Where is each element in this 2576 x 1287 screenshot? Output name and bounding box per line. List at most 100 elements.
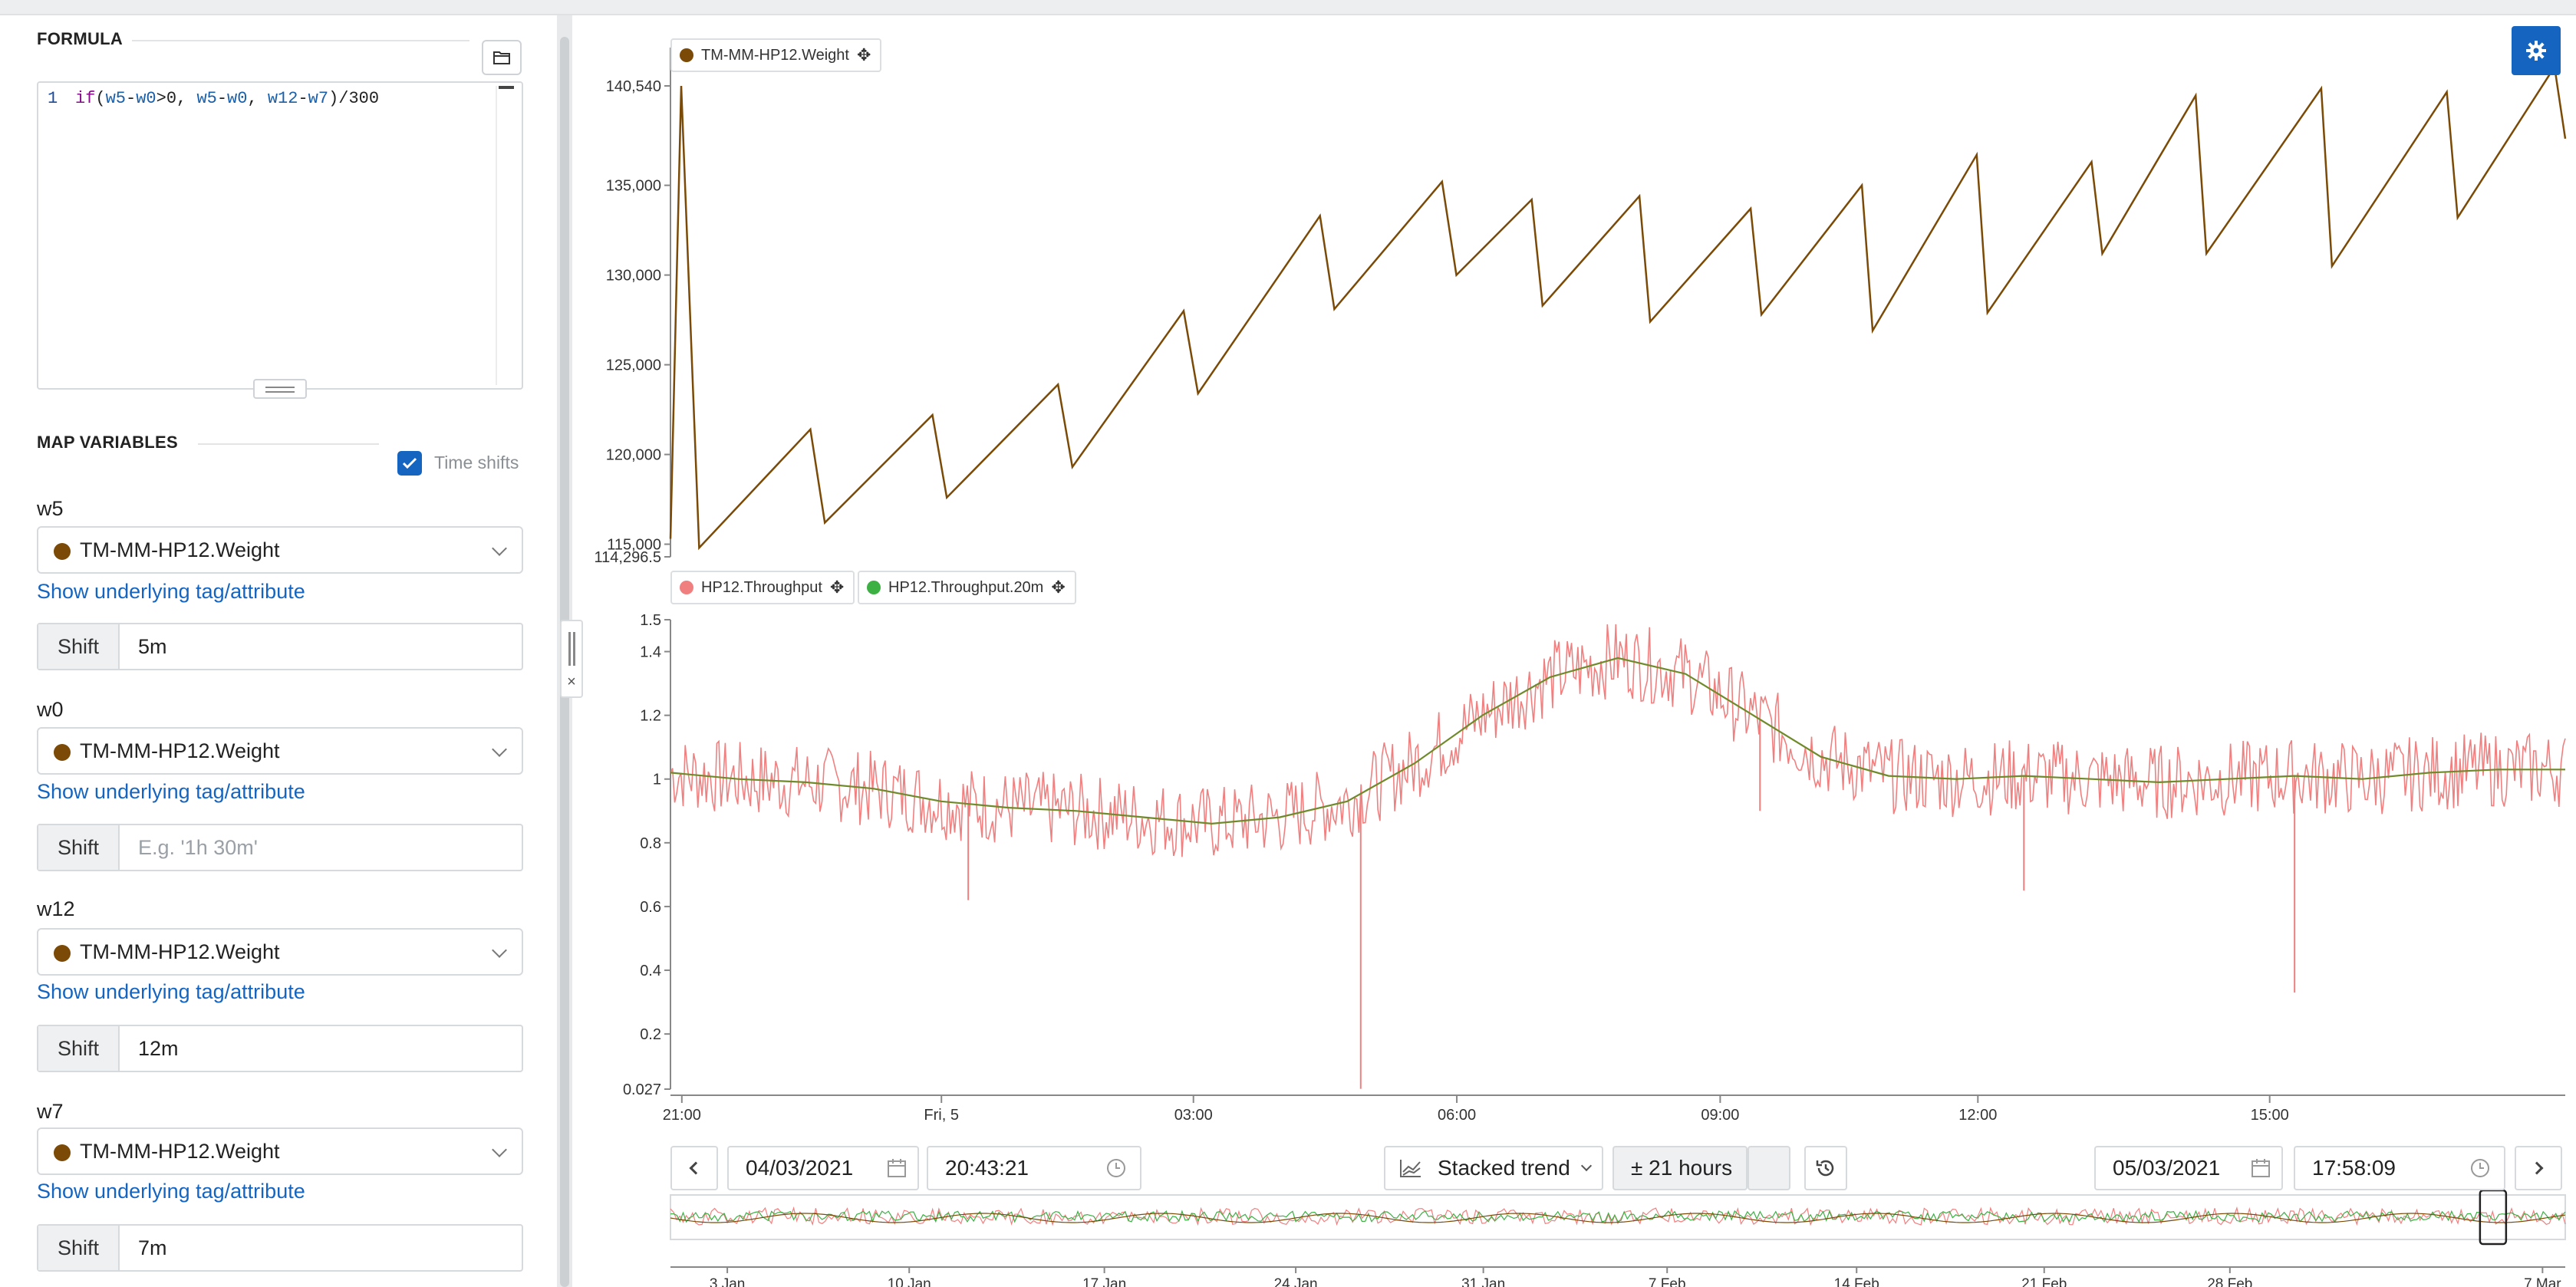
variable-label-w12: w12 [37, 897, 75, 920]
variable-select-w7[interactable]: TM-MM-HP12.Weight [37, 1127, 523, 1175]
variable-select-w12[interactable]: TM-MM-HP12.Weight [37, 928, 523, 976]
time-x-tick-label: 12:00 [1958, 1107, 1997, 1124]
formula-code[interactable]: if(w5-w0>0, w5-w0, w12-w7)/300 [75, 89, 379, 108]
previous-range-button[interactable] [670, 1146, 718, 1190]
chevron-down-icon [1580, 1160, 1592, 1172]
overview-x-tick-label: 7 Feb [1649, 1276, 1686, 1287]
throughput-y-tick-label: 1.2 [640, 708, 661, 725]
range-value: ± 21 hours [1631, 1156, 1733, 1180]
overview-x-tick-label: 24 Jan [1274, 1276, 1318, 1287]
code-token: )/300 [328, 89, 380, 108]
formula-editor[interactable]: 1 if(w5-w0>0, w5-w0, w12-w7)/300 [37, 81, 523, 390]
series-color-dot [54, 744, 71, 761]
time-x-tick-label: 09:00 [1701, 1107, 1739, 1124]
throughput-y-tick-label: 0.4 [640, 963, 661, 979]
next-range-button[interactable] [2515, 1146, 2562, 1190]
load-formula-button[interactable] [482, 40, 522, 75]
series-color-dot [54, 1144, 71, 1161]
throughput-y-tick-label: 1.4 [640, 644, 661, 661]
end-time-field[interactable]: 17:58:09 [2294, 1146, 2505, 1190]
end-date-value[interactable]: 05/03/2021 [2113, 1156, 2221, 1180]
overview-x-tick-label: 21 Feb [2021, 1276, 2067, 1287]
series-color-dot [680, 581, 693, 594]
start-time-value[interactable]: 20:43:21 [945, 1156, 1029, 1180]
overview-weight-line [670, 1213, 2566, 1223]
shift-field-w12[interactable]: Shift 12m [37, 1025, 523, 1072]
code-token: w5 [196, 89, 217, 108]
move-icon[interactable]: ✥ [1051, 578, 1066, 597]
calendar-icon[interactable] [2251, 1158, 2271, 1178]
gear-icon [2526, 41, 2546, 61]
legend-throughput[interactable]: HP12.Throughput ✥ [670, 571, 855, 604]
code-token: - [216, 89, 228, 108]
chevron-right-icon [2530, 1161, 2544, 1175]
calendar-icon[interactable] [887, 1158, 907, 1178]
editor-resize-handle[interactable] [253, 379, 307, 399]
shift-placeholder[interactable]: E.g. '1h 30m' [138, 836, 258, 859]
formula-title: FORMULA [37, 29, 124, 48]
start-date-field[interactable]: 04/03/2021 [727, 1146, 919, 1190]
variable-select-value: TM-MM-HP12.Weight [80, 739, 280, 762]
chevron-down-icon [492, 541, 507, 556]
chevron-down-icon [492, 1142, 507, 1157]
overview-x-tick-label: 31 Jan [1461, 1276, 1505, 1287]
trend-chart[interactable]: 140,540 135,000 130,000 125,000 120,000 115,0… [586, 15, 2576, 1287]
show-underlying-link-w7[interactable]: Show underlying tag/attribute [37, 1180, 305, 1203]
variable-select-w5[interactable]: TM-MM-HP12.Weight [37, 526, 523, 574]
range-display[interactable]: ± 21 hours [1612, 1146, 1771, 1190]
end-date-field[interactable]: 05/03/2021 [2094, 1146, 2283, 1190]
formula-divider [132, 40, 469, 41]
throughput-y-tick-label: 0.027 [623, 1081, 661, 1098]
shift-label: Shift [38, 624, 120, 669]
code-token: w0 [227, 89, 248, 108]
folder-icon [493, 51, 510, 64]
time-x-tick-label: 03:00 [1174, 1107, 1213, 1124]
time-shifts-checkbox[interactable] [397, 451, 422, 476]
chart-settings-button[interactable] [2512, 26, 2561, 75]
end-time-value[interactable]: 17:58:09 [2312, 1156, 2396, 1180]
code-token: w0 [136, 89, 156, 108]
shift-value[interactable]: 12m [138, 1037, 179, 1060]
clock-icon[interactable] [1106, 1158, 1126, 1178]
clock-icon[interactable] [2470, 1158, 2490, 1178]
legend-label: TM-MM-HP12.Weight [701, 46, 849, 64]
panel-resize-handle[interactable]: × [560, 620, 583, 698]
variable-label-w5: w5 [37, 497, 64, 520]
shift-field-w7[interactable]: Shift 7m [37, 1224, 523, 1272]
throughput-20m-line [670, 657, 2565, 825]
overview-selection-handle[interactable] [2479, 1189, 2508, 1246]
show-underlying-link-w0[interactable]: Show underlying tag/attribute [37, 780, 305, 803]
move-icon[interactable]: ✥ [829, 578, 845, 597]
show-underlying-link-w5[interactable]: Show underlying tag/attribute [37, 580, 305, 603]
code-token: - [126, 89, 137, 108]
series-color-dot [867, 581, 881, 594]
variable-label-w0: w0 [37, 698, 64, 721]
weight-y-tick-label: 120,000 [606, 447, 661, 464]
shift-field-w0[interactable]: Shift E.g. '1h 30m' [37, 824, 523, 871]
variable-select-w0[interactable]: TM-MM-HP12.Weight [37, 727, 523, 775]
editor-scrollbar[interactable] [496, 86, 514, 385]
top-strip [0, 0, 2576, 15]
close-panel-icon[interactable]: × [567, 673, 576, 690]
legend-weight[interactable]: TM-MM-HP12.Weight ✥ [670, 38, 882, 72]
history-button[interactable] [1804, 1146, 1847, 1190]
throughput-y-tick-label: 1.5 [640, 612, 661, 629]
overview-x-tick-label: 7 Mar [2524, 1276, 2561, 1287]
chevron-left-icon [689, 1161, 703, 1175]
throughput-y-tick-label: 0.2 [640, 1026, 661, 1043]
start-date-value[interactable]: 04/03/2021 [746, 1156, 854, 1180]
overview-x-tick-label: 3 Jan [710, 1276, 745, 1287]
shift-value[interactable]: 5m [138, 635, 167, 658]
chevron-down-icon [492, 943, 507, 958]
move-icon[interactable]: ✥ [857, 45, 871, 64]
shift-value[interactable]: 7m [138, 1236, 167, 1259]
shift-field-w5[interactable]: Shift 5m [37, 623, 523, 670]
lock-range-button[interactable] [1748, 1146, 1790, 1190]
weight-y-tick-label: 140,540 [606, 78, 661, 95]
legend-throughput-20m[interactable]: HP12.Throughput.20m ✥ [858, 571, 1076, 604]
view-mode-select[interactable]: Stacked trend [1384, 1146, 1603, 1190]
time-shifts-label: Time shifts [434, 453, 519, 472]
code-token: >0, [156, 89, 197, 108]
start-time-field[interactable]: 20:43:21 [927, 1146, 1141, 1190]
show-underlying-link-w12[interactable]: Show underlying tag/attribute [37, 980, 305, 1003]
